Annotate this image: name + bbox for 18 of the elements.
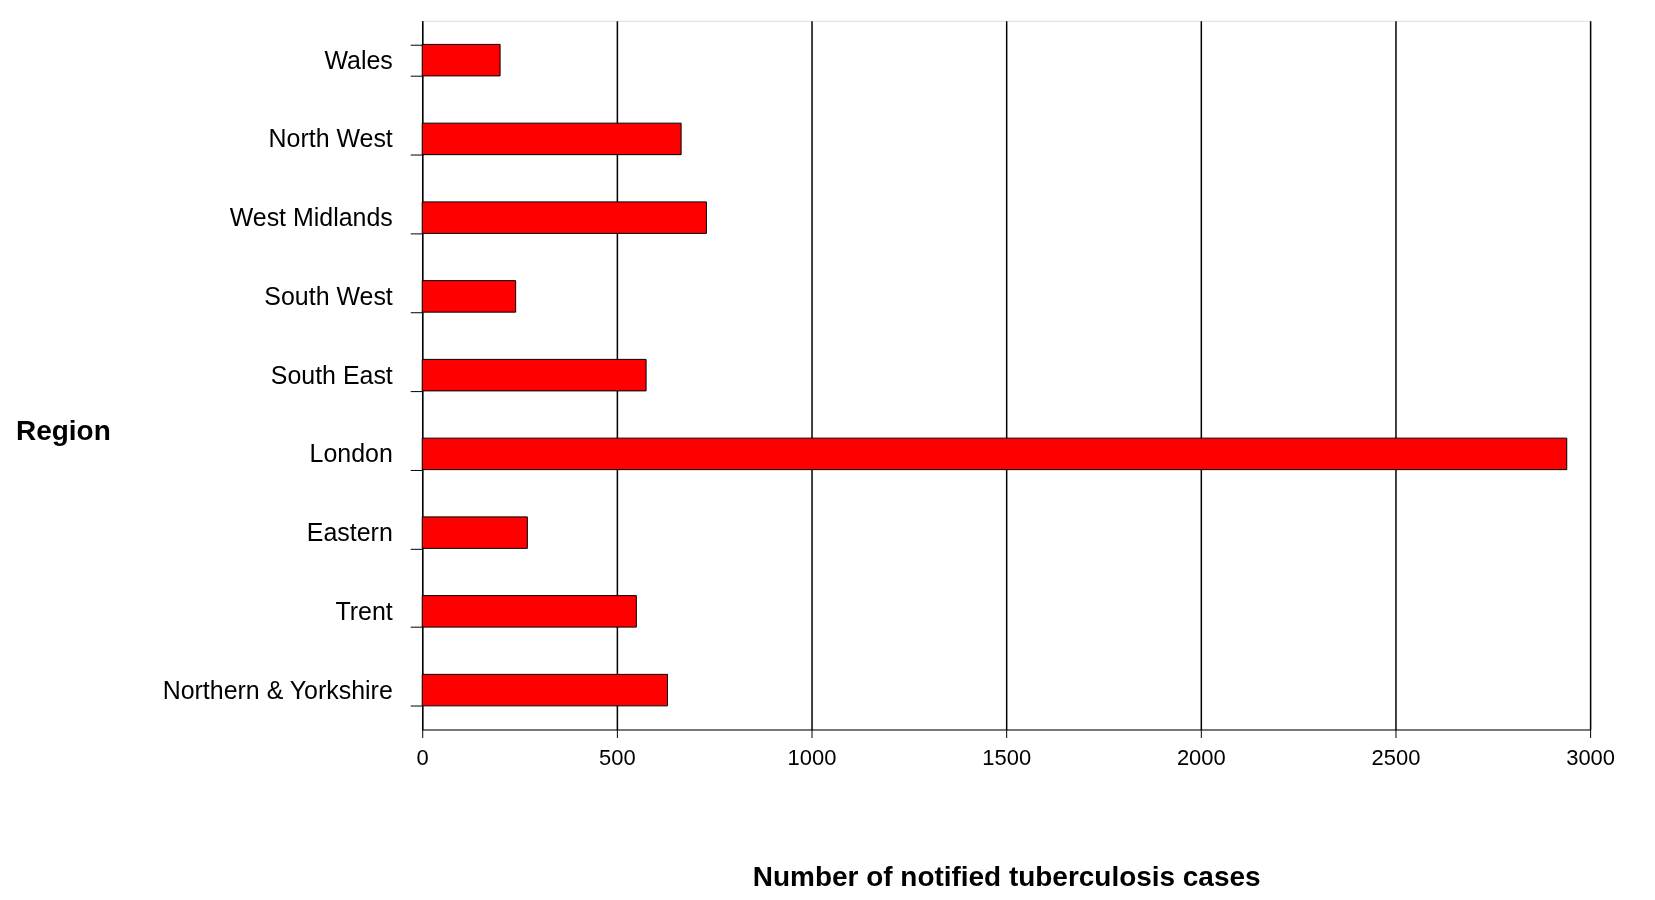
x-tick-label: 2500 (1371, 744, 1421, 770)
x-axis-title: Number of notified tuberculosis cases (752, 860, 1261, 892)
x-tick-label: 1500 (982, 744, 1032, 770)
y-tick-label: South West (264, 281, 393, 310)
y-tick-label: West Midlands (229, 203, 393, 232)
y-axis-title: Region (16, 414, 111, 446)
y-tick-label: London (309, 439, 393, 468)
x-tick-label: 0 (416, 744, 429, 770)
y-tick-label: Wales (324, 45, 393, 74)
x-tick-label: 500 (599, 744, 636, 770)
y-tick-label: Eastern (306, 518, 393, 547)
x-tick-label: 1000 (787, 744, 837, 770)
y-tick-label: Trent (335, 596, 393, 625)
y-tick-label: North West (268, 124, 393, 153)
x-tick-label: 3000 (1566, 744, 1616, 770)
x-tick-label: 2000 (1176, 744, 1226, 770)
y-tick-label: South East (270, 360, 393, 389)
y-tick-label: Northern & Yorkshire (162, 675, 393, 704)
